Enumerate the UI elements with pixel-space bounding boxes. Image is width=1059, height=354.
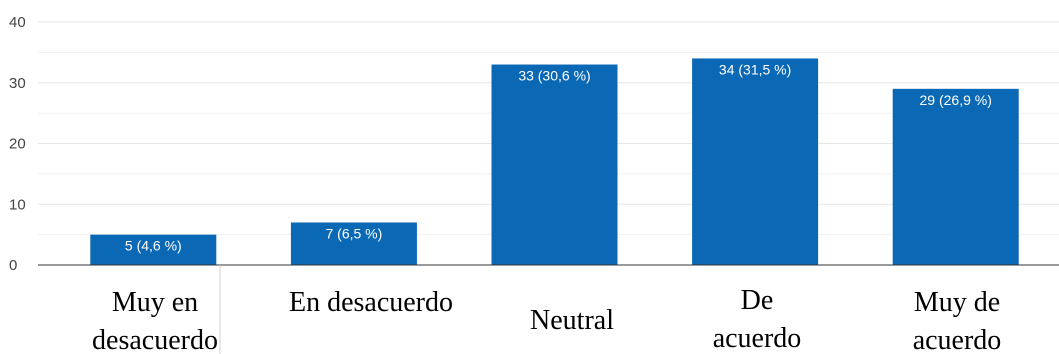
y-tick-label: 20: [9, 136, 26, 153]
y-tick-label: 40: [9, 14, 26, 31]
data-label: 33 (30,6 %): [518, 68, 590, 84]
bar: [90, 234, 217, 265]
data-label: 29 (26,9 %): [920, 92, 992, 108]
data-label: 7 (6,5 %): [325, 225, 382, 241]
y-tick-label: 30: [9, 75, 26, 92]
category-label-de-acuerdo: De acuerdo: [712, 285, 802, 354]
category-label-muy-en-desacuerdo: Muy en desacuerdo: [92, 287, 218, 354]
data-label: 34 (31,5 %): [719, 61, 791, 77]
category-label-en-desacuerdo: En desacuerdo: [288, 287, 454, 318]
bar: [692, 58, 819, 266]
y-tick-label: 10: [9, 196, 26, 213]
data-label: 5 (4,6 %): [125, 238, 182, 254]
category-label-neutral: Neutral: [530, 305, 614, 336]
bar: [290, 222, 417, 265]
y-tick-label: 0: [9, 257, 17, 274]
category-label-muy-de-acuerdo: Muy de acuerdo: [912, 287, 1002, 354]
bar: [892, 88, 1019, 265]
bar: [491, 64, 618, 266]
